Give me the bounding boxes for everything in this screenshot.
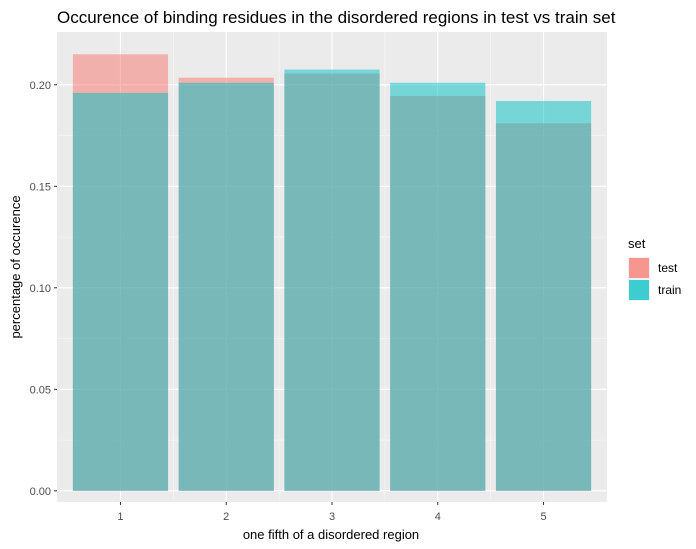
x-tick-label: 2 <box>223 511 229 523</box>
y-tick-label: 0.00 <box>30 486 51 498</box>
legend-swatch-train <box>629 280 649 300</box>
bar-train-4 <box>390 82 486 491</box>
x-tick-label: 4 <box>435 511 441 523</box>
legend-label-train: train <box>658 283 681 297</box>
x-tick-label: 1 <box>117 511 123 523</box>
x-axis: 1 2 3 4 5 <box>117 502 547 523</box>
y-tick-label: 0.20 <box>30 80 51 92</box>
legend-title: set <box>628 236 646 251</box>
x-tick-label: 5 <box>540 511 546 523</box>
bar-train-2 <box>178 82 274 491</box>
bar-train-1 <box>72 92 169 491</box>
x-tick-label: 3 <box>329 511 335 523</box>
x-axis-title: one fifth of a disordered region <box>243 527 419 542</box>
legend-item-train: train <box>628 279 681 301</box>
bars <box>72 54 592 491</box>
y-axis-title: percentage of occurence <box>8 195 23 338</box>
y-tick-label: 0.05 <box>30 384 51 396</box>
bar-train-3 <box>284 69 380 491</box>
y-tick-label: 0.15 <box>30 181 51 193</box>
y-tick-label: 0.10 <box>30 283 51 295</box>
y-axis: 0.00 0.05 0.10 0.15 0.20 <box>30 80 57 498</box>
bar-train-5 <box>495 101 592 491</box>
legend-label-test: test <box>658 261 678 275</box>
chart-title: Occurence of binding residues in the dis… <box>57 8 616 27</box>
legend-swatch-test <box>629 258 649 278</box>
legend: set test train <box>628 236 681 301</box>
legend-item-test: test <box>628 257 678 279</box>
